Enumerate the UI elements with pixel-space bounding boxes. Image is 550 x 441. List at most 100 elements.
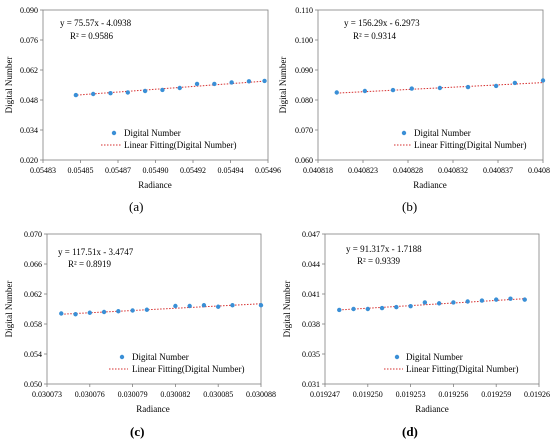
y-axis-label: Digital Number	[278, 57, 288, 114]
data-point	[230, 303, 235, 308]
x-tick-label: 0.030076	[75, 390, 105, 399]
y-tick-label: 0.020	[20, 156, 38, 165]
data-point	[262, 78, 267, 84]
data-point	[73, 92, 79, 98]
data-point	[90, 91, 96, 97]
data-point	[229, 80, 234, 85]
data-point	[512, 80, 518, 86]
y-tick-label: 0.070	[24, 230, 42, 239]
y-tick-label: 0.090	[295, 66, 313, 75]
r-squared: R² = 0.9339	[357, 256, 401, 266]
panel-label: (c)	[130, 424, 144, 439]
x-tick-label: 0.019256	[438, 390, 468, 399]
y-tick-label: 0.100	[295, 36, 313, 45]
y-tick-label: 0.066	[24, 260, 42, 269]
y-tick-label: 0.070	[295, 126, 313, 135]
y-tick-label: 0.035	[302, 350, 320, 359]
data-point	[390, 87, 396, 93]
x-axis-label: Radiance	[415, 404, 448, 414]
x-tick-label: 0.030085	[203, 390, 233, 399]
x-tick-label: 0.030088	[246, 390, 276, 399]
data-point	[394, 304, 399, 310]
x-axis-label: Radiance	[138, 180, 171, 190]
legend-entry-fit: Linear Fitting(Digital Number)	[406, 364, 518, 374]
data-point	[362, 88, 368, 94]
y-axis-label: Digital Number	[4, 281, 14, 338]
y-tick-label: 0.054	[24, 350, 42, 359]
data-point	[142, 88, 148, 94]
data-point	[160, 87, 165, 93]
data-point	[125, 90, 131, 95]
data-point	[408, 303, 413, 309]
x-axis-label: Radiance	[413, 180, 446, 190]
data-point	[187, 303, 192, 309]
x-tick-label: 0.030079	[118, 390, 148, 399]
data-point	[465, 84, 471, 90]
panel-label: (b)	[402, 199, 417, 214]
x-tick-label: 0.05494	[218, 166, 244, 175]
y-tick-label: 0.060	[295, 156, 313, 165]
fit-line	[339, 298, 525, 311]
equation: y = 91.317x - 1.7188	[346, 244, 422, 254]
data-point	[212, 81, 217, 87]
legend-point-symbol	[401, 130, 407, 136]
x-tick-label: 0.019247	[310, 390, 340, 399]
data-point	[494, 297, 499, 302]
data-point	[116, 309, 121, 314]
data-point	[365, 306, 370, 312]
data-point	[451, 300, 456, 305]
panel-a: 0.05483 0.05485 0.05487 0.05490 0.05492 0.054…	[4, 6, 281, 214]
data-point	[130, 308, 135, 313]
fit-line	[74, 80, 265, 96]
x-tick-label: 0.030073	[32, 390, 62, 399]
data-point	[379, 305, 385, 311]
data-point	[540, 78, 546, 83]
panel-d: 0.019247 0.019250 0.019253 0.019256 0.019259…	[282, 230, 550, 439]
data-point	[258, 303, 264, 308]
x-tick-label: 0.05485	[68, 166, 94, 175]
y-tick-label: 0.110	[295, 6, 313, 15]
r-squared: R² = 0.9586	[70, 31, 114, 41]
x-tick-label: 0.019250	[353, 390, 383, 399]
data-point	[101, 309, 107, 315]
x-tick-label: 0.019259	[481, 390, 511, 399]
x-tick-label: 0.040828	[393, 166, 423, 175]
x-tick-label: 0.040818	[303, 166, 333, 175]
x-tick-label: 0.040842	[528, 166, 550, 175]
legend-entry-fit: Linear Fitting(Digital Number)	[132, 364, 244, 374]
legend-point-symbol	[111, 130, 117, 136]
y-tick-label: 0.038	[302, 320, 320, 329]
y-tick-label: 0.048	[20, 96, 38, 105]
data-point	[522, 297, 527, 302]
legend-entry-fit: Linear Fitting(Digital Number)	[124, 140, 236, 150]
legend-entry-points: Digital Number	[414, 128, 471, 138]
data-point	[334, 90, 339, 95]
y-axis-label: Digital Number	[4, 57, 14, 114]
x-tick-label: 0.040837	[483, 166, 513, 175]
data-point	[465, 299, 470, 304]
y-tick-label: 0.047	[302, 230, 320, 239]
y-tick-label: 0.080	[295, 96, 313, 105]
panel-label: (d)	[402, 424, 418, 439]
y-tick-label: 0.044	[302, 260, 320, 269]
equation: y = 75.57x - 4.0938	[60, 18, 132, 28]
data-point	[436, 301, 442, 306]
y-tick-label: 0.062	[20, 66, 38, 75]
x-tick-label: 0.05496	[255, 166, 281, 175]
legend-entry-points: Digital Number	[132, 352, 189, 362]
panel-label: (a)	[129, 199, 143, 214]
data-point	[479, 298, 485, 303]
y-tick-label: 0.062	[24, 290, 42, 299]
y-tick-label: 0.076	[20, 36, 38, 45]
r-squared: R² = 0.8919	[68, 259, 112, 269]
y-axis-label: Digital Number	[282, 281, 292, 338]
plot-frame	[324, 233, 540, 385]
data-point	[108, 90, 113, 96]
y-tick-label: 0.058	[24, 320, 42, 329]
data-point	[409, 86, 414, 91]
data-point	[493, 83, 499, 89]
data-point	[144, 307, 150, 312]
x-axis-label: Radiance	[136, 404, 169, 414]
x-tick-label: 0.030082	[160, 390, 190, 399]
data-point	[194, 81, 200, 87]
